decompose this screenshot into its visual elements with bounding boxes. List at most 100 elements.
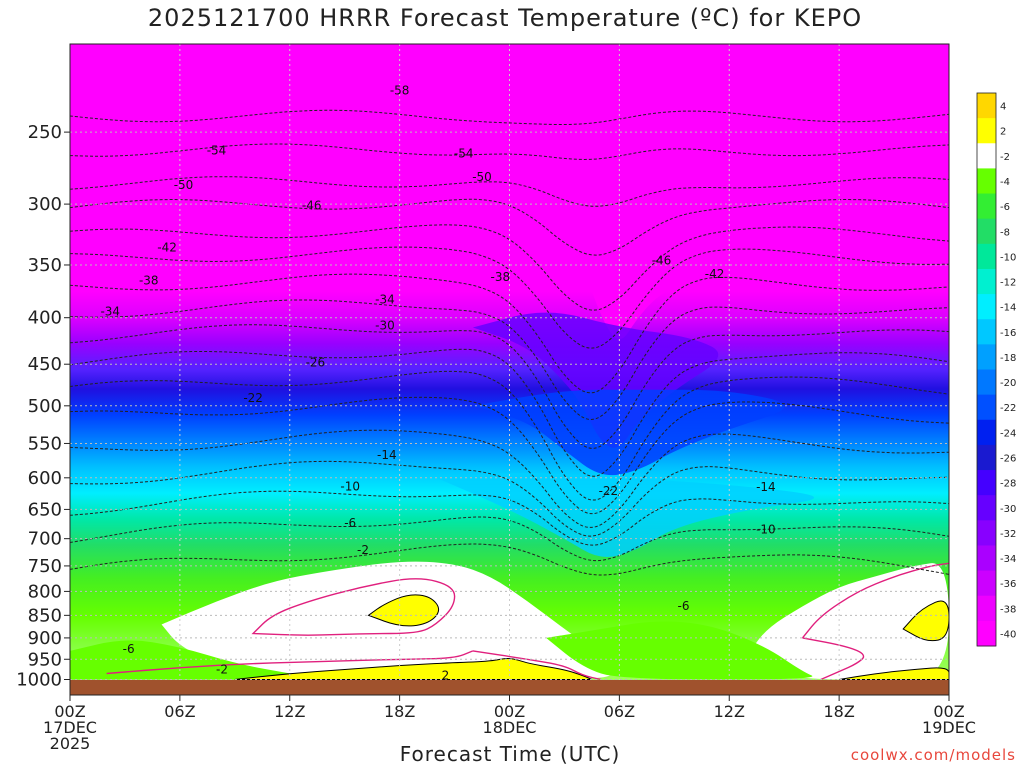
freezing-line-loop bbox=[251, 578, 456, 636]
y-tick-label: 1000 bbox=[16, 670, 62, 691]
y-tick-label: 900 bbox=[28, 628, 62, 649]
colorbar-swatch bbox=[977, 268, 996, 295]
contour-label: -58 bbox=[390, 84, 410, 98]
chart-title: 2025121700 HRRR Forecast Temperature (ºC… bbox=[147, 4, 863, 32]
colorbar-label: -38 bbox=[1000, 604, 1016, 615]
colorbar-swatch bbox=[977, 243, 996, 270]
y-tick-label: 400 bbox=[28, 308, 62, 329]
colorbar-swatch bbox=[977, 93, 996, 119]
grid-lines bbox=[70, 44, 949, 695]
y-tick-label: 300 bbox=[28, 194, 62, 215]
colorbar-label: -30 bbox=[1000, 504, 1016, 515]
y-tick-label: 850 bbox=[28, 605, 62, 626]
colorbar-label: -10 bbox=[1000, 252, 1016, 263]
contour-label: -30 bbox=[375, 319, 395, 333]
plot-area bbox=[70, 44, 949, 695]
colorbar-swatch bbox=[977, 620, 996, 647]
y-tick-label: 450 bbox=[28, 354, 62, 375]
contour-label: -54 bbox=[207, 144, 227, 158]
x-tick-label: 18Z bbox=[384, 702, 415, 721]
contour-label: -54 bbox=[454, 147, 474, 161]
isotherm-line bbox=[70, 224, 949, 311]
cold-dip-blue bbox=[472, 389, 785, 476]
colorbar-swatch bbox=[977, 520, 996, 546]
y-tick-label: 500 bbox=[28, 396, 62, 417]
contour-label: 2 bbox=[442, 669, 450, 683]
y-tick-label: 650 bbox=[28, 499, 62, 520]
isotherm-line bbox=[70, 273, 949, 394]
contour-label: -34 bbox=[375, 293, 395, 307]
contour-label: -42 bbox=[705, 267, 725, 281]
x-tick-label: 18Z bbox=[823, 702, 854, 721]
isotherm-line bbox=[70, 176, 949, 207]
x-tick-label: 06Z bbox=[164, 702, 195, 721]
contour-label: -34 bbox=[100, 305, 120, 319]
contour-label: -46 bbox=[652, 253, 672, 267]
freezing-line-right-bottom bbox=[802, 637, 865, 681]
contour-label: -2 bbox=[216, 663, 228, 677]
contour-label: -6 bbox=[677, 599, 689, 613]
isotherm-line bbox=[70, 324, 949, 449]
colorbar-label: -28 bbox=[1000, 479, 1016, 490]
field-features bbox=[70, 204, 949, 681]
contour-label: -50 bbox=[472, 170, 492, 184]
isotherm-line bbox=[70, 490, 949, 546]
y-tick-label: 600 bbox=[28, 468, 62, 489]
colorbar-label: -18 bbox=[1000, 353, 1016, 364]
y-tick-label: 550 bbox=[28, 433, 62, 454]
colorbar-label: -14 bbox=[1000, 303, 1016, 314]
isotherm-line bbox=[70, 109, 949, 126]
y-tick-label: 750 bbox=[28, 556, 62, 577]
colorbar-label: -32 bbox=[1000, 529, 1016, 540]
colorbar-label: -20 bbox=[1000, 378, 1016, 389]
credit-link[interactable]: coolwx.com/models bbox=[850, 746, 1016, 764]
x-tick-label: 06Z bbox=[604, 702, 635, 721]
cold-dip-magenta bbox=[509, 204, 670, 340]
y-tick-label: 350 bbox=[28, 255, 62, 276]
y-tick-label: 950 bbox=[28, 649, 62, 670]
contour-labels: -58 -54 -54 -50 -50 -46 -46 -42 -42 -38 -38 -34 -34 -… bbox=[100, 84, 776, 683]
isotherm-line bbox=[70, 246, 949, 349]
isotherm-line bbox=[70, 143, 949, 160]
colorbar-swatch bbox=[977, 545, 996, 572]
colorbar-label: -6 bbox=[1000, 202, 1010, 213]
contour-label: -2 bbox=[357, 543, 369, 557]
colorbar-swatch bbox=[977, 193, 996, 220]
contour-label: -6 bbox=[344, 516, 356, 530]
warm-blob-right-surface bbox=[839, 667, 949, 680]
warm-blob-right bbox=[902, 600, 949, 642]
colorbar-label: -12 bbox=[1000, 278, 1016, 289]
x-axis-label: Forecast Time (UTC) bbox=[399, 742, 621, 766]
contour-label: -26 bbox=[306, 355, 326, 369]
contour-label: -38 bbox=[139, 273, 159, 287]
contour-label: -42 bbox=[157, 241, 177, 255]
x-tick-label: 12Z bbox=[274, 702, 305, 721]
colorbar-label: -24 bbox=[1000, 428, 1016, 439]
green-region-bottom-left bbox=[70, 640, 311, 680]
colorbar-swatch bbox=[977, 118, 996, 144]
colorbar-swatch bbox=[977, 570, 996, 597]
colorbar-label: 4 bbox=[1000, 102, 1006, 113]
colorbar-label: -22 bbox=[1000, 403, 1016, 414]
colorbar-label: -8 bbox=[1000, 227, 1010, 238]
isotherm-line bbox=[70, 460, 949, 537]
contour-label: -14 bbox=[756, 480, 776, 494]
isotherm-line bbox=[70, 429, 949, 528]
colorbar-label: -16 bbox=[1000, 328, 1016, 339]
colorbar-swatch bbox=[977, 319, 996, 345]
isotherm-line bbox=[70, 370, 949, 501]
colorbar-label: -4 bbox=[1000, 177, 1010, 188]
isotherm-line bbox=[70, 516, 949, 562]
isotherm-line bbox=[70, 198, 949, 256]
colorbar-label: -26 bbox=[1000, 453, 1016, 464]
colorbar-swatch bbox=[977, 495, 996, 521]
contour-label: -10 bbox=[756, 523, 776, 537]
colorbar-swatch bbox=[977, 344, 996, 370]
x-tick-label: 00Z bbox=[54, 702, 85, 721]
ground-bar bbox=[70, 680, 949, 695]
y-tick-label: 700 bbox=[28, 529, 62, 550]
x-tick-label: 17DEC bbox=[43, 718, 97, 737]
colorbar-swatch bbox=[977, 595, 996, 622]
